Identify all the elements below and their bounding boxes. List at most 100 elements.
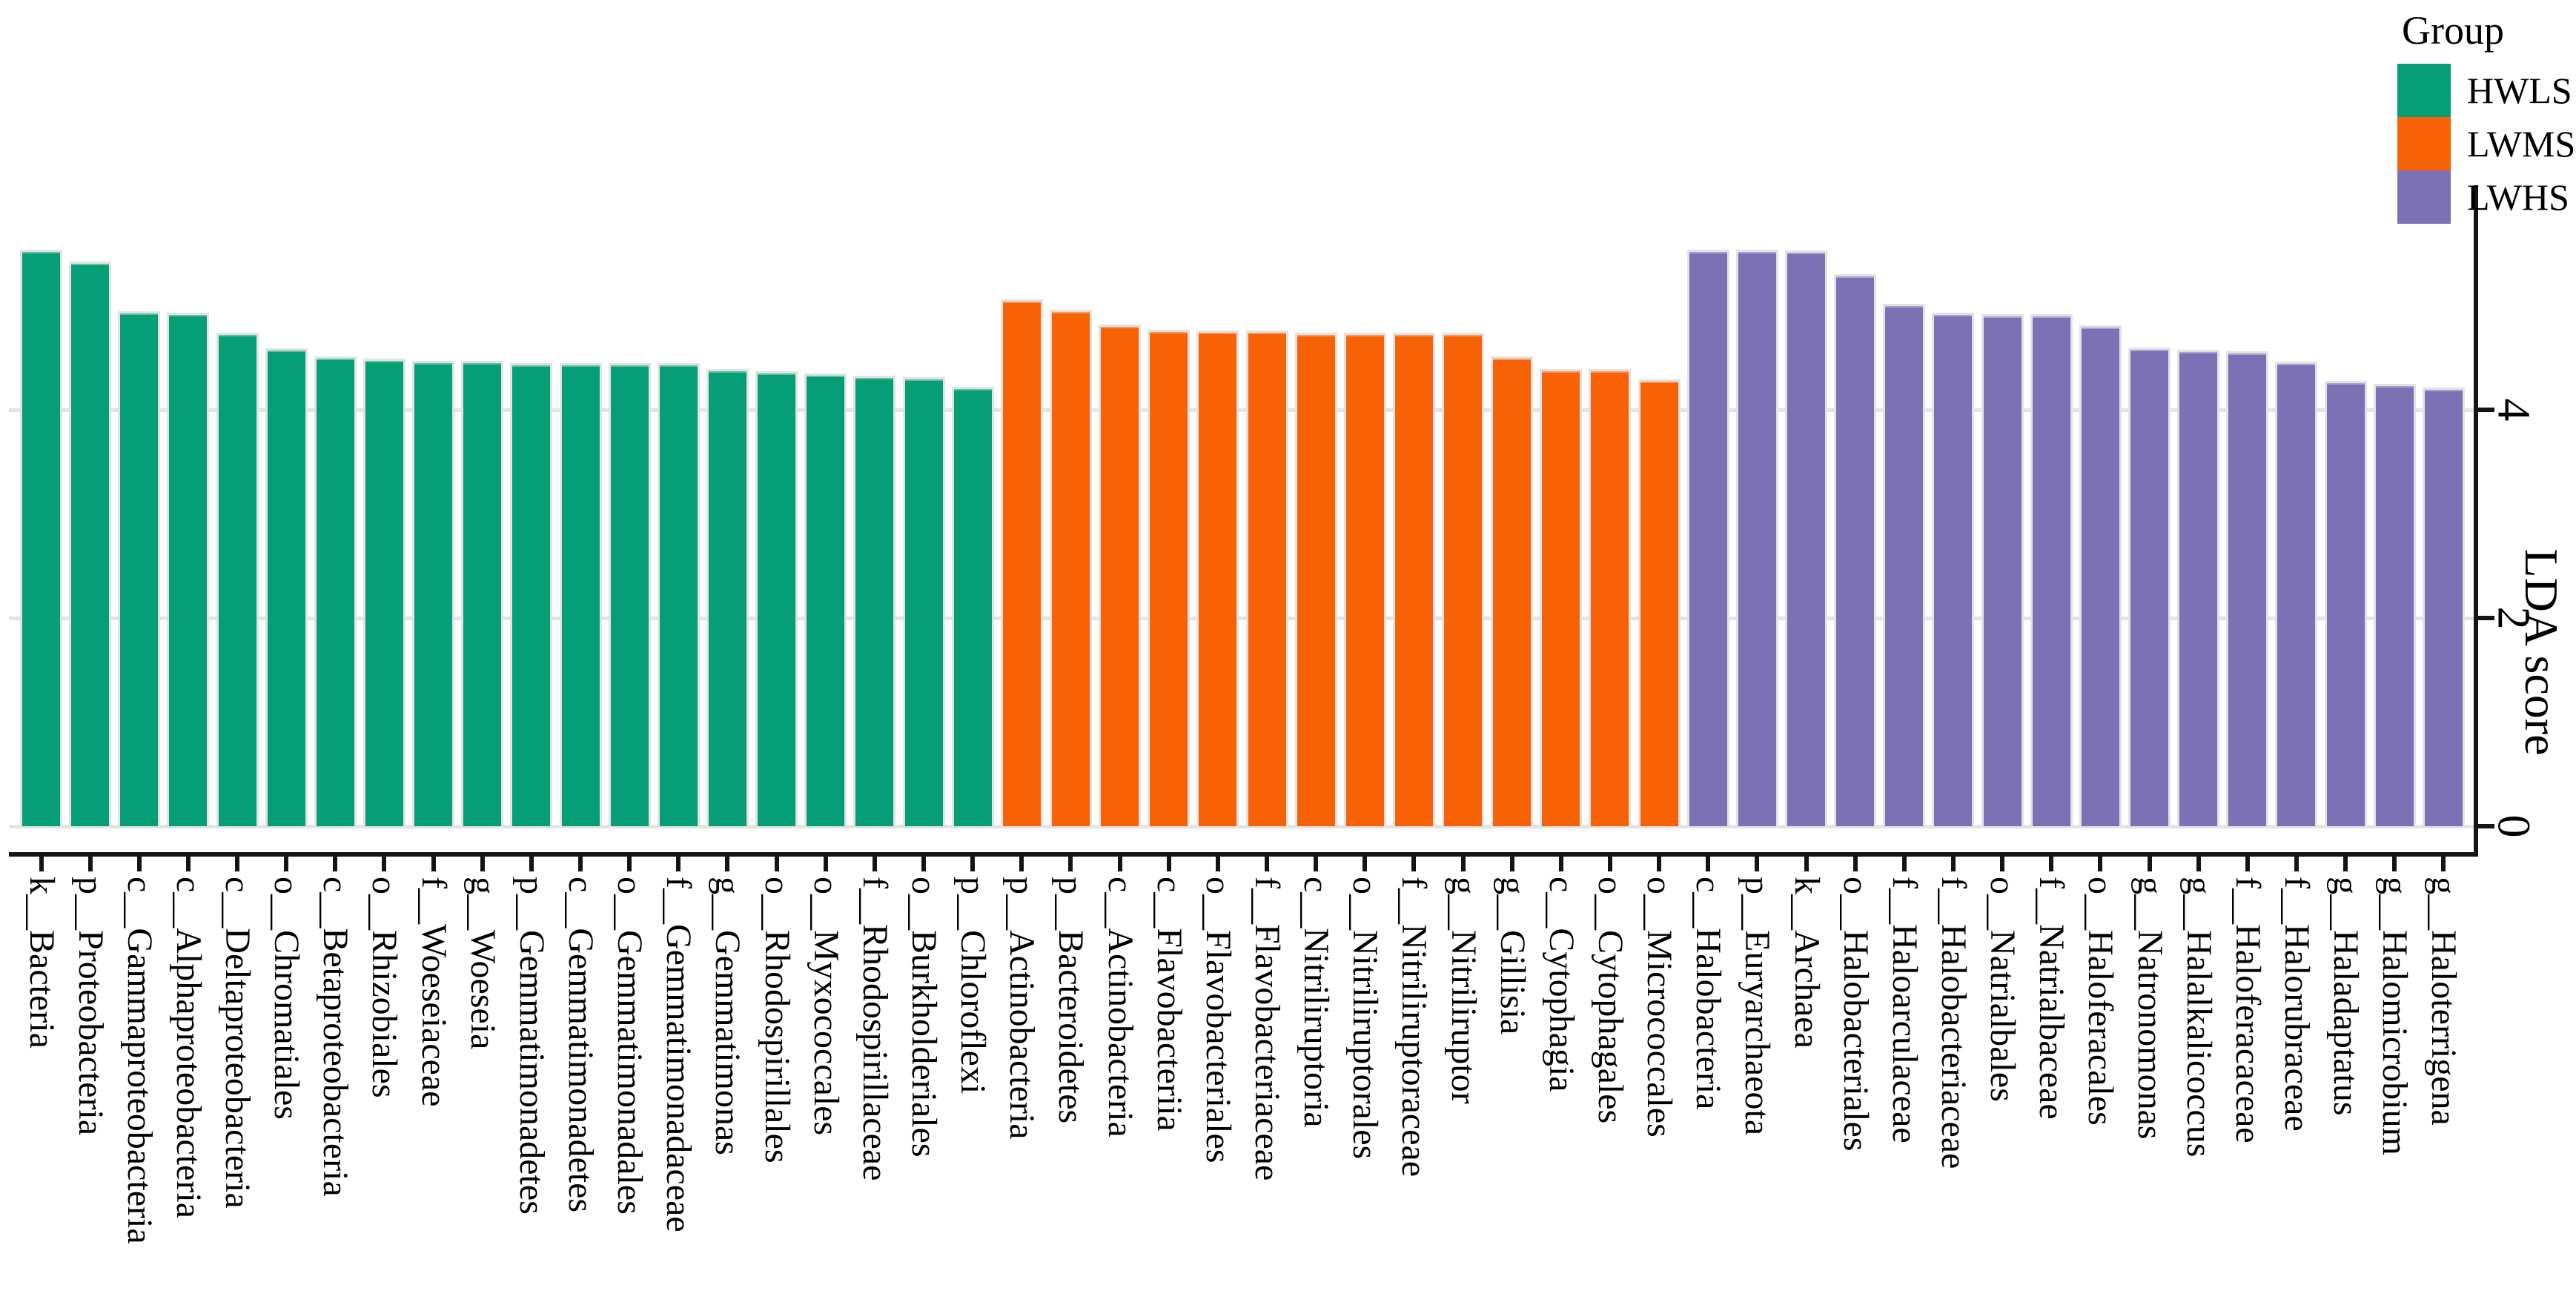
x-axis-label: o__Rhizobiales [365,877,405,1098]
x-axis-label: f__Gemmatimonadaceae [659,877,699,1232]
bar [412,360,455,826]
x-axis-tick [1607,857,1612,871]
x-axis-label: c__Alphaproteobacteria [168,877,208,1219]
bar [510,362,553,826]
x-axis-tick [1411,857,1417,871]
x-axis-label: o__Cytophagales [1590,877,1630,1124]
y-axis-tick [2478,408,2494,412]
legend-label-lwhs: LWHS [2467,176,2569,218]
bar [69,262,112,826]
x-axis-label: g__Woeseia [463,877,503,1050]
legend-title: Group [2402,8,2504,53]
x-axis-tick [1706,857,1711,871]
x-axis-tick [333,857,338,871]
bar [2373,383,2416,826]
x-axis-label: c__Cytophagia [1541,877,1581,1092]
x-axis-tick [676,857,681,871]
x-axis-tick [1755,857,1760,871]
bar [657,362,700,826]
x-axis-label: f__Flavobacteriaceae [1248,877,1287,1181]
gridline [9,408,2474,412]
x-axis-label: p__Chloroflexi [953,877,993,1094]
bar [461,360,504,826]
gridline [9,825,2474,828]
bar [1540,369,1583,826]
x-axis-label: o__Natrialbales [1983,877,2023,1102]
x-axis-label: k__Archaea [1787,877,1827,1049]
x-axis-label: k__Bacteria [21,877,62,1049]
x-axis-tick [2294,857,2299,871]
bar [167,313,210,826]
x-axis-label: c__Deltaproteobacteria [218,877,258,1209]
x-axis-label: p__Euryarchaeota [1738,877,1778,1136]
legend-item-lwhs: LWHS [2397,170,2575,224]
bar [1834,274,1877,826]
x-axis-tick [2441,857,2446,871]
bar [1638,379,1681,826]
x-axis-tick [774,857,779,871]
x-axis-label: f__Halorubraceae [2277,877,2317,1132]
bar [1099,324,1142,826]
x-axis-label: f__Nitriliruptoraceae [1394,877,1434,1177]
x-axis-tick [823,857,828,871]
bar [1000,299,1043,826]
x-axis-label: o__Burkholderiales [904,877,944,1157]
x-axis-tick [1265,857,1269,871]
legend-swatch-lwhs-icon [2397,170,2451,224]
x-axis-label: c__Halobacteria [1689,877,1729,1110]
bar [314,356,357,826]
bar [2128,347,2171,826]
bar [1735,249,1778,826]
x-axis-tick [431,857,436,871]
x-axis-label: c__Nitriliruptoria [1297,877,1337,1128]
bar [265,348,308,826]
y-axis-tick [2478,824,2494,828]
x-axis-tick [578,857,583,871]
legend-swatch-hwls-icon [2397,64,2451,117]
x-axis-label: g__Halalkalicoccus [2179,877,2219,1157]
x-axis-tick [1215,857,1220,871]
bar [902,377,945,826]
x-axis-label: f__Natrialbaceae [2032,877,2072,1120]
bar [1491,356,1534,826]
x-axis-label: o__Gemmatimonadales [610,877,650,1215]
x-axis-label: o__Flavobacteriales [1198,877,1238,1163]
x-axis-tick [872,857,877,871]
bar [1785,250,1828,826]
bar [2079,325,2122,826]
bar [1148,329,1191,826]
x-axis-tick [1363,857,1368,871]
bar [2030,313,2073,826]
legend-item-hwls: HWLS [2397,64,2575,117]
x-axis-tick [284,857,289,871]
x-axis-tick [2245,857,2250,871]
x-axis-tick [480,857,485,871]
x-axis-tick [725,857,730,871]
x-axis-tick [1852,857,1858,871]
x-axis-tick [970,857,976,871]
x-axis-tick [235,857,240,871]
x-axis-label: f__Haloferacaceae [2228,877,2268,1143]
bar [1343,333,1386,826]
legend-item-lwms: LWMS [2397,117,2575,170]
x-axis-label: f__Halobacteriaceae [1933,877,1973,1169]
bar [1196,330,1239,826]
x-axis-tick [1460,857,1466,871]
x-axis-label: g__Haloterrigena [2424,877,2464,1126]
y-axis-tick [2478,616,2494,620]
x-axis-label: o__Nitriliruptorales [1345,877,1385,1160]
x-axis-tick [2049,857,2054,871]
bar [1589,369,1632,826]
bar [1883,303,1926,826]
legend-swatch-lwms-icon [2397,117,2451,170]
x-axis-label: o__Rhodospirillales [757,877,797,1163]
y-axis-tick-label: 4 [2488,398,2539,422]
x-axis-tick [1068,857,1073,871]
bar [20,249,62,826]
x-axis-label: c__Gammaproteobacteria [119,877,159,1244]
x-axis-label: o__Haloferacales [2081,877,2121,1126]
x-axis-tick [921,857,927,871]
x-axis-label: c__Flavobacteriia [1149,877,1189,1132]
y-axis-line [2474,185,2478,857]
